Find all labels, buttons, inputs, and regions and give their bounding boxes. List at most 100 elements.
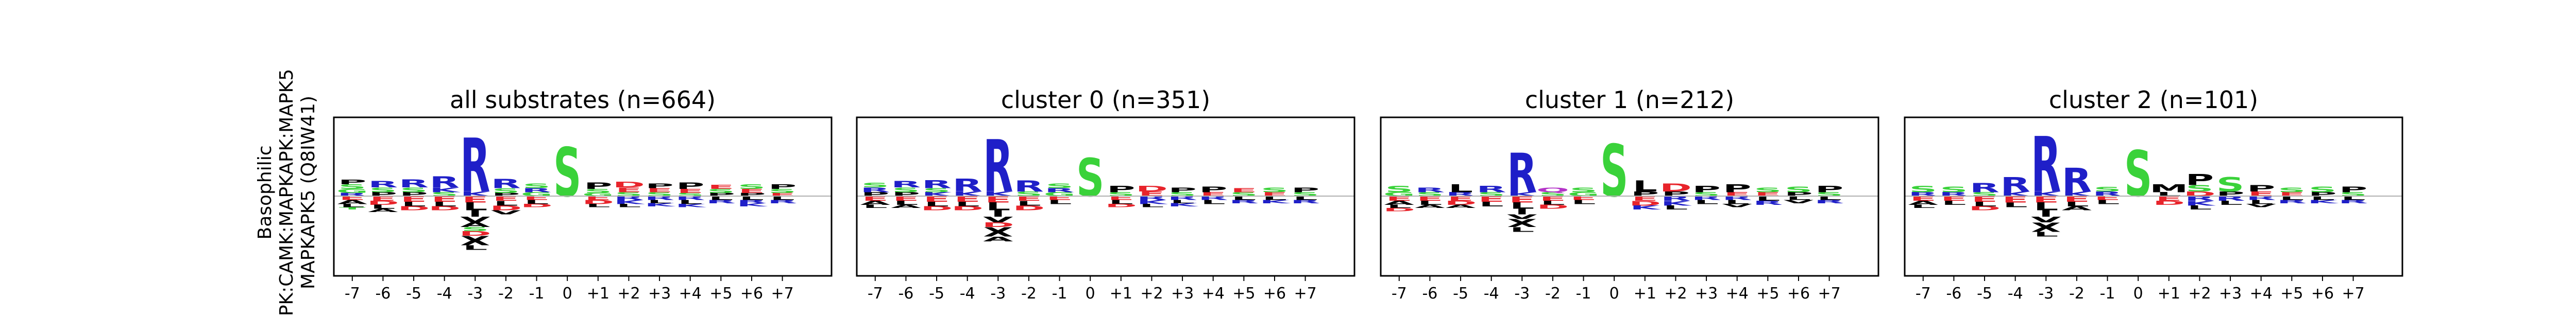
logo-letter-E: E xyxy=(1386,195,1413,203)
logo-letter-L: L xyxy=(1510,226,1534,234)
x-tick-label: +1 xyxy=(2158,285,2180,303)
x-tick-label: -3 xyxy=(990,285,1006,303)
logo-letter-E: E xyxy=(431,195,458,203)
x-tick-label: -2 xyxy=(2069,285,2084,303)
logo-letter-R: R xyxy=(860,186,890,194)
logo-letter-I: I xyxy=(991,208,1005,219)
logo-letter-L: L xyxy=(1047,199,1072,205)
logo-letter-T: T xyxy=(339,206,366,210)
logo-letter-S: S xyxy=(738,183,766,190)
logo-letter-R: R xyxy=(1415,186,1445,194)
logo-letter-S: S xyxy=(892,186,920,194)
logo-letter-D: D xyxy=(582,199,615,205)
logo-letter-K: K xyxy=(614,199,646,205)
x-tick-label: +7 xyxy=(1294,285,1316,303)
logo-letter-L: L xyxy=(370,204,395,210)
logo-letter-R: R xyxy=(1477,184,1506,195)
x-tick-label: -6 xyxy=(898,285,913,303)
x-tick-label: +3 xyxy=(648,285,671,303)
logo-letter-D: D xyxy=(520,203,553,208)
logo-letter-R: R xyxy=(1970,180,1999,195)
logo-letter-A: A xyxy=(460,221,490,229)
logo-letter-L: L xyxy=(463,201,487,213)
logo-letter-L: L xyxy=(2033,201,2058,213)
logo-letter-E: E xyxy=(893,195,920,203)
logo-letter-K: K xyxy=(1660,200,1692,207)
x-tick-label: +1 xyxy=(587,285,609,303)
x-tick-label: +4 xyxy=(2250,285,2273,303)
logo-letter-S: S xyxy=(1600,130,1628,214)
logo-letter-R: R xyxy=(2338,199,2368,204)
sequence-logo-panels: all substrates (n=664)RGSPEALTPSREDLAPSR… xyxy=(333,86,2403,303)
logo-letter-L: L xyxy=(1972,200,1997,208)
logo-letter-G: G xyxy=(582,192,614,197)
logo-letter-S: S xyxy=(1385,184,1413,195)
x-tick-label: -5 xyxy=(1453,285,1468,303)
logo-letter-E: E xyxy=(462,195,489,205)
logo-letter-L: L xyxy=(432,200,457,208)
logo-letter-S: S xyxy=(2216,173,2244,196)
logo-letter-L: L xyxy=(1387,204,1412,209)
x-tick-label: -3 xyxy=(1514,285,1530,303)
logo-letter-L: L xyxy=(2218,200,2243,206)
logo-letter-E: E xyxy=(1447,195,1474,203)
logo-letter-E: E xyxy=(708,184,735,190)
logo-letter-E: E xyxy=(923,195,950,203)
logo-letter-V: V xyxy=(1784,199,1814,204)
logo-letter-X: X xyxy=(1507,217,1537,230)
logo-letter-D: D xyxy=(490,204,522,212)
x-tick-label: -4 xyxy=(2008,285,2023,303)
logo-letter-R: R xyxy=(737,199,767,204)
logo-letter-E: E xyxy=(1971,195,1998,203)
logo-letter-R: R xyxy=(922,179,952,191)
logo-letter-R: R xyxy=(2215,195,2245,203)
logo-letter-V: V xyxy=(2031,215,2061,224)
logo-letter-D: D xyxy=(1629,200,1662,207)
logo-letter-L: L xyxy=(616,203,641,208)
x-tick-label: -2 xyxy=(1545,285,1561,303)
logo-letter-A: A xyxy=(2062,205,2092,212)
logo-letter-S: S xyxy=(2278,186,2306,194)
logo-letter-R: R xyxy=(2184,195,2214,203)
logo-letter-P: P xyxy=(645,182,673,190)
x-tick-label: +3 xyxy=(1171,285,1194,303)
logo-letter-S: S xyxy=(2124,138,2152,211)
x-tick-label: +2 xyxy=(1140,285,1163,303)
x-tick-label: -1 xyxy=(1052,285,1067,303)
logo-letter-V: V xyxy=(2246,203,2277,208)
logo-letter-S: S xyxy=(2309,185,2336,194)
logo-letter-L: L xyxy=(863,204,888,209)
x-tick-label: -1 xyxy=(2100,285,2115,303)
logo-letter-L: L xyxy=(1725,199,1750,205)
logo-letter-L: L xyxy=(1694,199,1719,205)
logo-letter-S: S xyxy=(1045,182,1073,190)
x-tick-label: -5 xyxy=(406,285,421,303)
x-tick-label: +4 xyxy=(679,285,702,303)
logo-letter-S: S xyxy=(707,188,735,194)
panel-title: all substrates (n=664) xyxy=(450,86,716,114)
x-tick-label: -1 xyxy=(529,285,545,303)
figure: Basophilic PK:CAMK:MAPKAPK:MAPK5 MAPKAPK… xyxy=(255,69,2403,316)
logo-letter-R: R xyxy=(1815,199,1844,204)
logo-letter-E: E xyxy=(616,186,642,194)
logo-letter-L: L xyxy=(955,200,980,208)
logo-letter-L: L xyxy=(2064,200,2089,208)
logo-letter-P: P xyxy=(2185,171,2214,189)
x-tick-label: +7 xyxy=(771,285,793,303)
x-tick-label: +4 xyxy=(1202,285,1225,303)
logo-letter-A: A xyxy=(983,235,1013,243)
logo-panel-3: cluster 2 (n=101)RSEALRSELSRELDKRELKRELI… xyxy=(1904,86,2403,303)
logo-letter-L: L xyxy=(1109,199,1133,205)
logo-letter-R: R xyxy=(399,178,429,190)
logo-letter-V: V xyxy=(983,215,1013,224)
logo-letter-E: E xyxy=(493,195,519,203)
logo-letter-S: S xyxy=(768,188,796,194)
logo-panel-1: cluster 0 (n=351)PRSEALPSRELAKSRELDKRELD… xyxy=(856,86,1355,303)
logo-letter-R: R xyxy=(491,177,521,191)
logo-letter-E: E xyxy=(1910,195,1937,203)
logo-letter-L: L xyxy=(1941,200,1966,206)
logo-letter-L: L xyxy=(678,199,703,205)
logo-letter-S: S xyxy=(553,134,581,213)
logo-letter-L: L xyxy=(524,199,549,205)
